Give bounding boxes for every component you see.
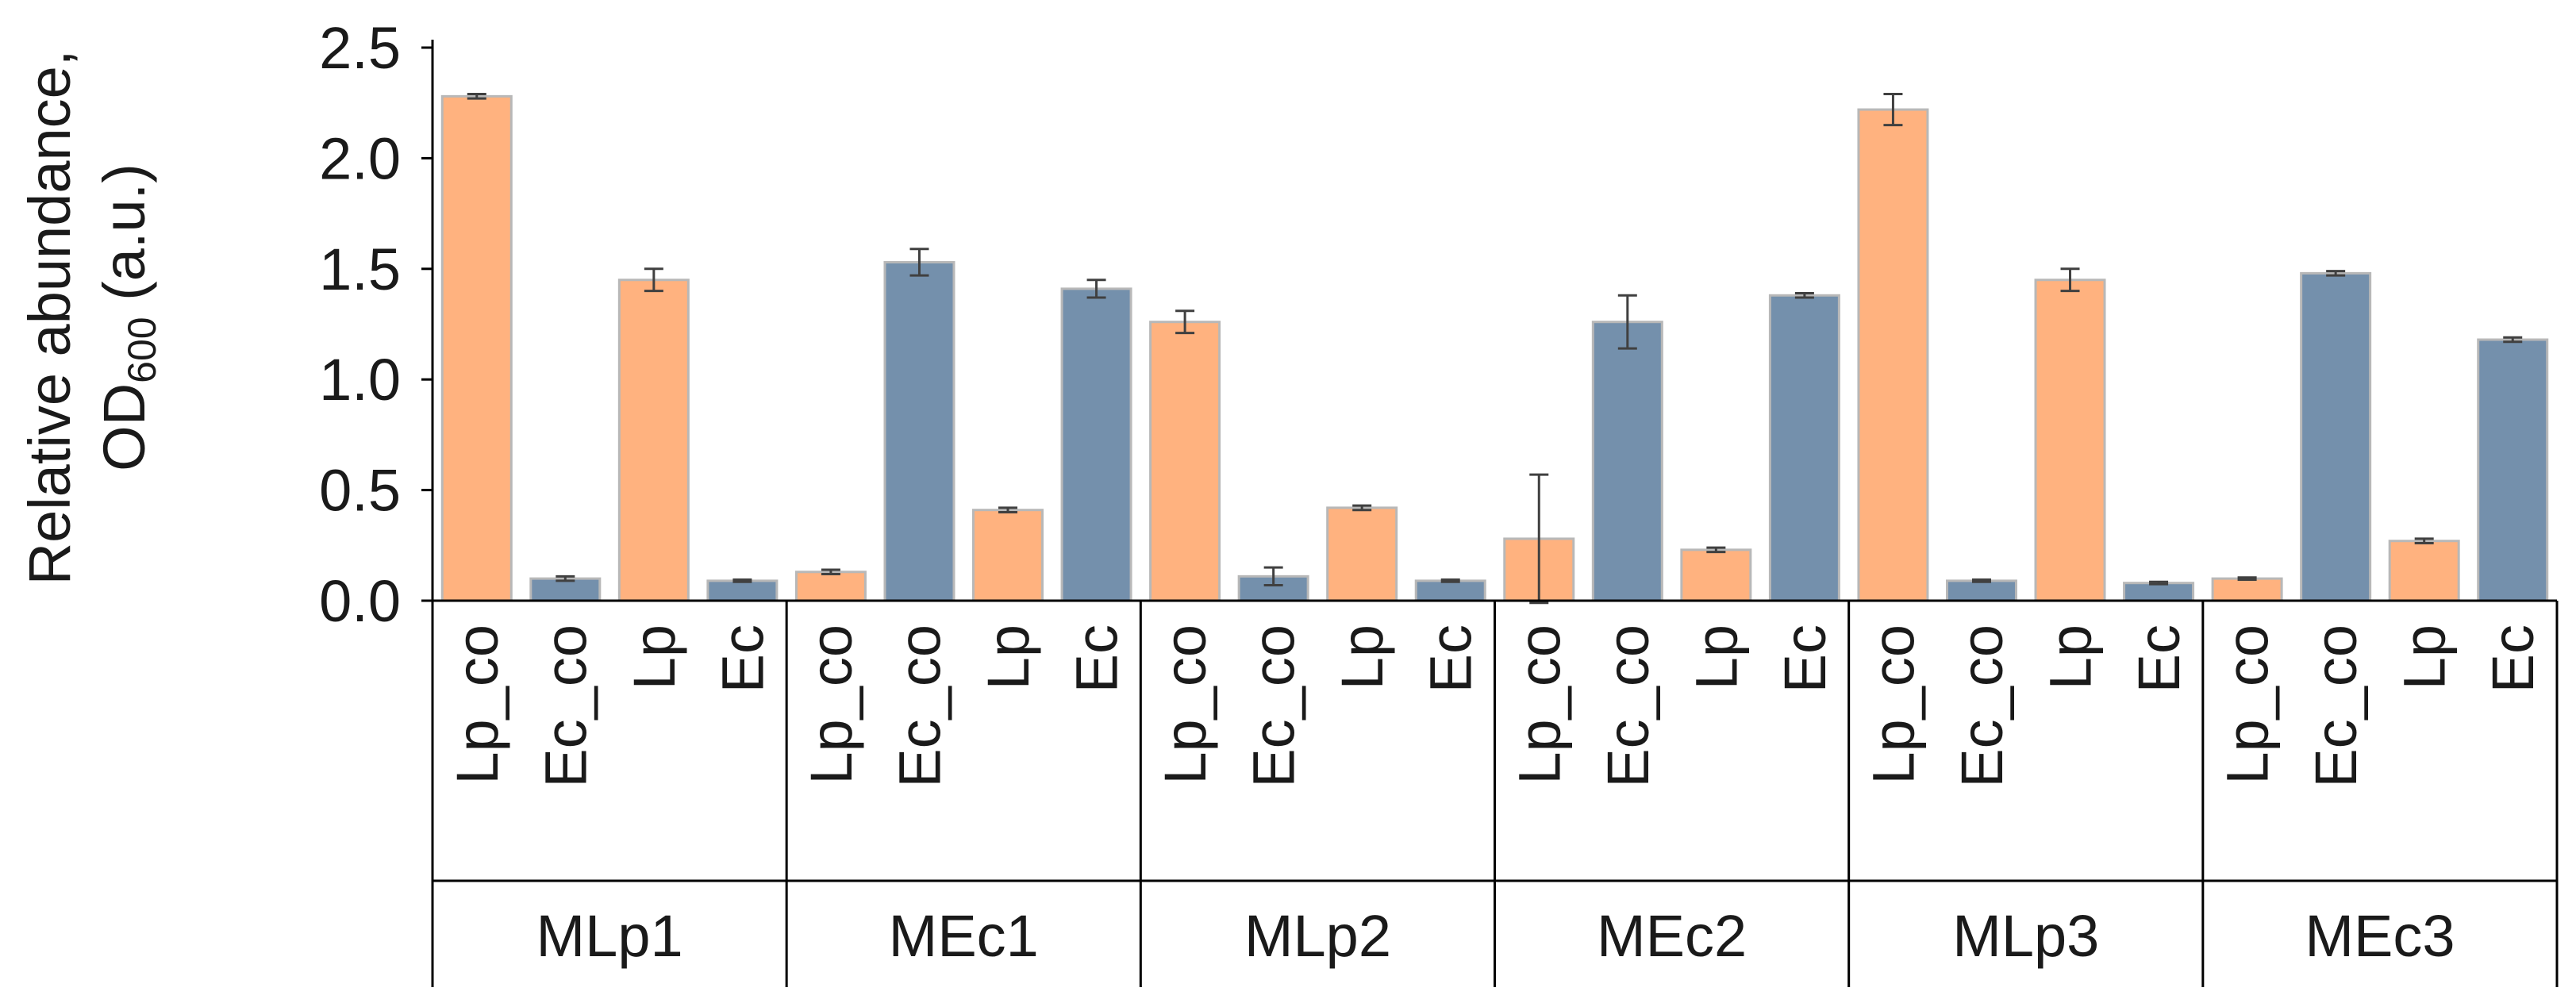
x-category-label: Lp [975, 624, 1041, 690]
y-tick-label: 1.0 [319, 347, 401, 413]
bar-MLp1-Ec [706, 579, 779, 602]
x-category-label: Ec_co [1949, 624, 2015, 788]
group-label-MEc1: MEc1 [889, 903, 1039, 969]
bar-MEc2-Ec [1768, 294, 1840, 602]
group-label-MLp1: MLp1 [536, 903, 683, 969]
y-tick-label: 0.5 [319, 458, 401, 524]
bar-MLp1-Lp_co [440, 94, 513, 602]
bar-MLp2-Lp_co [1149, 321, 1221, 602]
x-category-label: Ec [1772, 624, 1838, 693]
y-tick-label: 2.5 [319, 15, 401, 81]
bar-MEc1-Lp_co [794, 571, 867, 602]
x-category-label: Ec_co [1595, 624, 1661, 788]
bar-MLp2-Ec [1414, 579, 1486, 602]
bar-MLp2-Lp [1326, 506, 1398, 602]
y-tick-label: 0.0 [319, 568, 401, 634]
bars [440, 94, 2549, 602]
bar-MLp3-Lp_co [1857, 108, 1929, 602]
x-category-label: Lp_co [1860, 624, 1926, 785]
group-label-MLp2: MLp2 [1244, 903, 1391, 969]
bar-MEc3-Lp [2388, 540, 2460, 602]
error-bars [467, 93, 2523, 605]
x-category-label: Ec_co [533, 624, 598, 788]
group-labels: MLp1 MEc1 MLp2 MEc2 MLp3 MEc3 [536, 903, 2455, 969]
y-ticks: 0.0 0.5 1.0 1.5 2.0 2.5 [319, 15, 433, 634]
y-tick-label: 1.5 [319, 236, 401, 302]
y-axis-label-od: OD [91, 383, 157, 471]
group-label-MEc3: MEc3 [2305, 903, 2455, 969]
bar-MLp1-Lp [617, 279, 690, 602]
x-category-label: Lp_co [798, 624, 864, 785]
y-axis-label: Relative abundance, OD600 (a.u.) [17, 50, 164, 586]
bar-MEc3-Lp_co [2211, 577, 2283, 602]
bar-MLp3-Ec_co [1945, 579, 2017, 602]
bar-MEc2-Lp [1680, 548, 1752, 602]
x-category-label: Ec_co [886, 624, 952, 788]
bar-MLp3-Ec [2123, 582, 2195, 602]
bar-MEc2-Ec_co [1591, 321, 1663, 602]
x-category-label: Lp [1683, 624, 1749, 690]
x-category-label: Lp [1329, 624, 1395, 690]
bar-MEc1-Lp [972, 509, 1044, 602]
group-label-MLp3: MLp3 [1952, 903, 2099, 969]
x-category-label: Ec [1064, 624, 1130, 693]
x-category-label: Lp [2038, 624, 2104, 690]
x-category-label: Lp [621, 624, 687, 690]
x-category-label: Ec_co [2303, 624, 2369, 788]
x-category-labels: Lp_co Ec_co Lp Ec Lp_co Ec_co Lp Ec Lp_co Ec_co Lp… [444, 624, 2546, 788]
x-category-label: Lp_co [1152, 624, 1218, 785]
x-category-label: Lp [2392, 624, 2458, 690]
x-category-label: Ec [2480, 624, 2546, 693]
bar-MEc3-Ec [2477, 338, 2549, 602]
bar-MLp3-Lp [2034, 279, 2106, 602]
x-category-label: Lp_co [1506, 624, 1572, 785]
bar-MEc3-Ec_co [2300, 271, 2372, 602]
bar-MEc1-Ec [1060, 287, 1132, 602]
group-label-MEc2: MEc2 [1597, 903, 1747, 969]
bar-MEc1-Ec_co [883, 260, 955, 602]
y-axis-label-line2: OD600 (a.u.) [91, 163, 164, 471]
x-category-label: Ec [709, 624, 775, 693]
axes [431, 40, 2559, 987]
y-axis-label-line1: Relative abundance, [17, 50, 83, 586]
y-tick-label: 2.0 [319, 125, 401, 191]
x-category-label: Ec [2126, 624, 2192, 693]
x-category-label: Lp_co [2215, 624, 2281, 785]
y-axis-label-units: (a.u.) [91, 163, 157, 317]
x-category-label: Ec_co [1241, 624, 1307, 788]
y-axis-label-subscript: 600 [120, 317, 164, 382]
x-category-label: Lp_co [444, 624, 510, 785]
x-category-label: Ec [1418, 624, 1484, 693]
